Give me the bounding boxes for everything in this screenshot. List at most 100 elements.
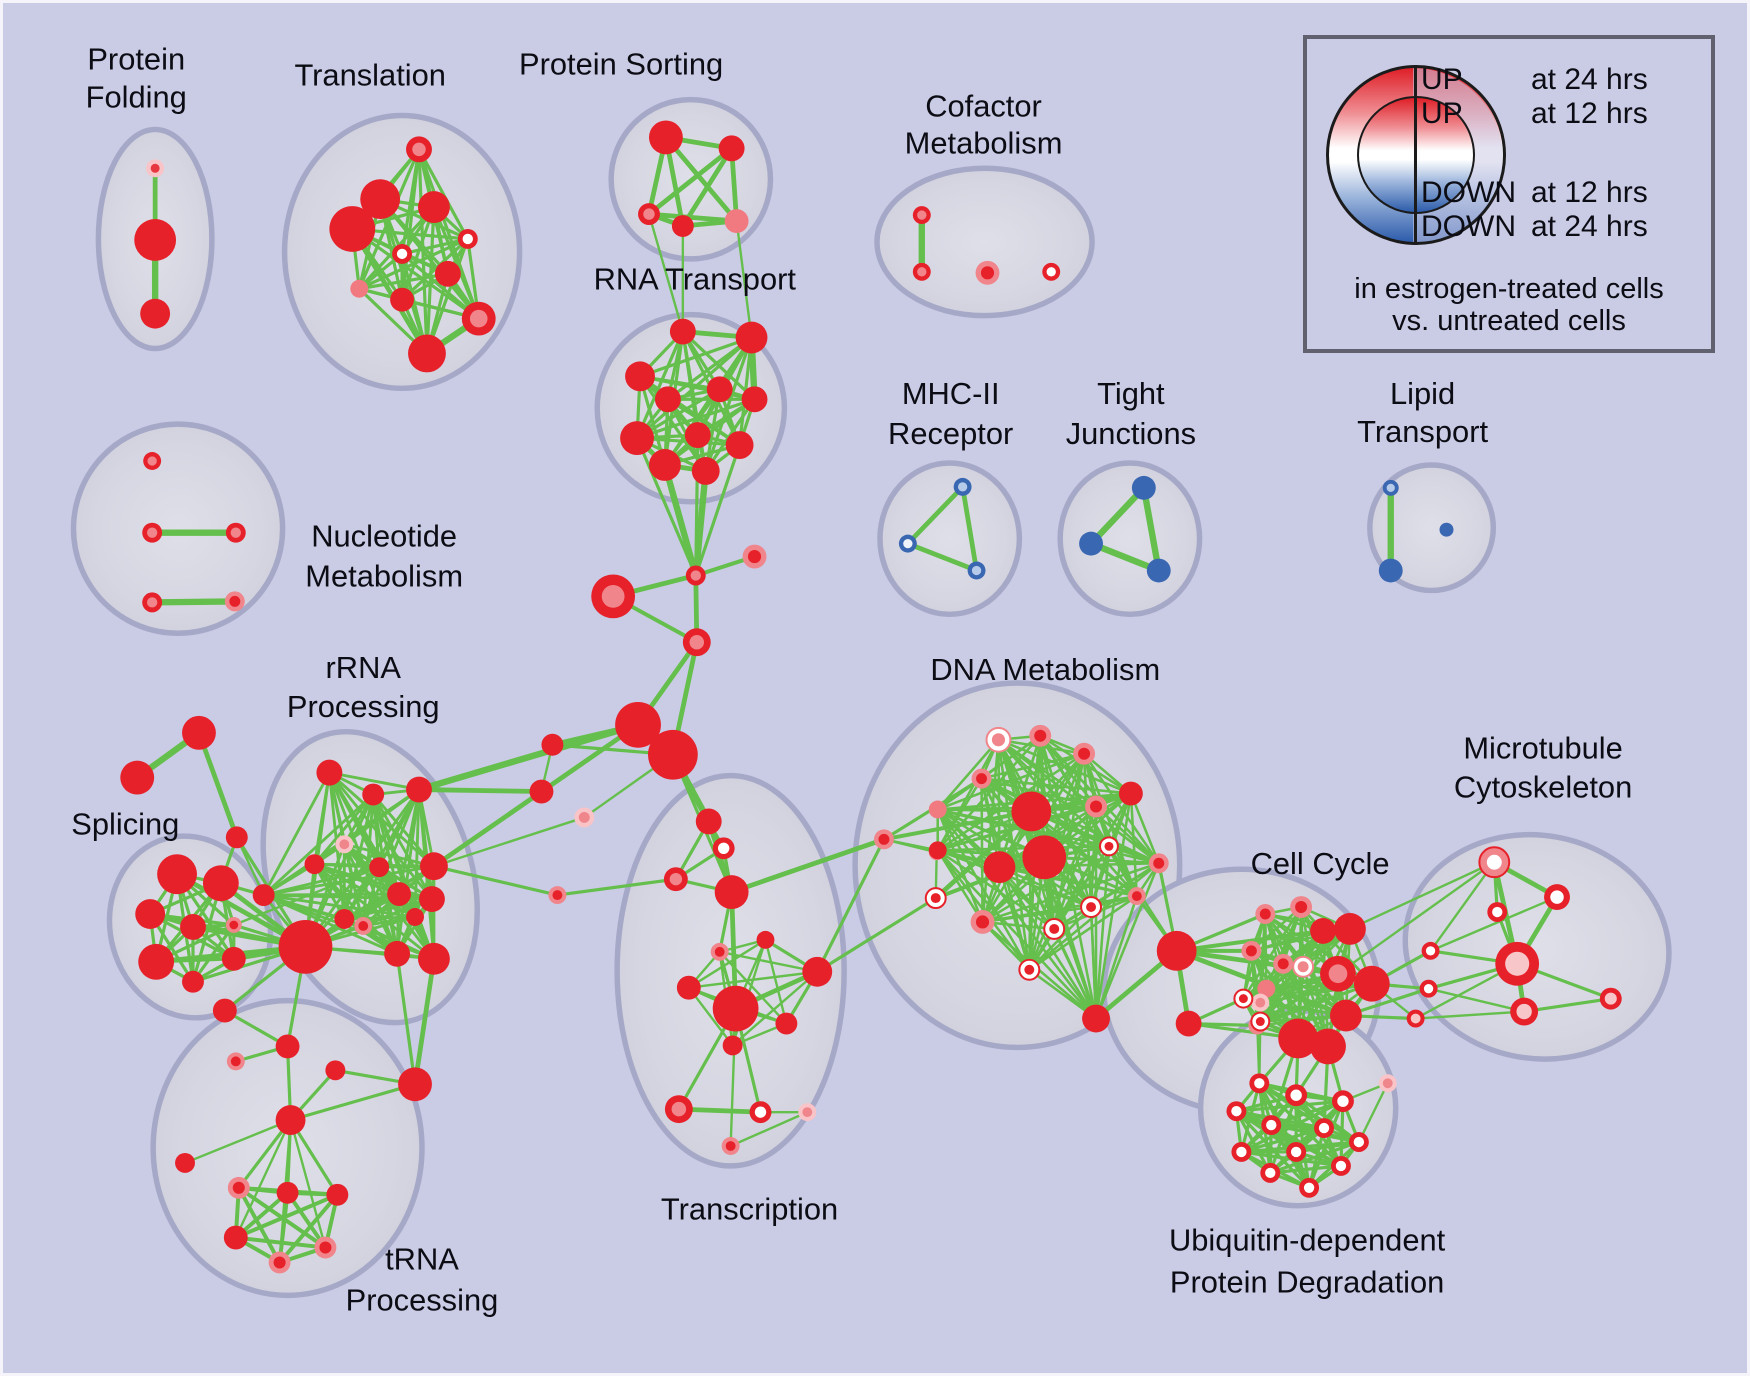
edge [1234,1099,1345,1113]
edge [1030,810,1139,898]
edge [400,237,470,302]
legend-direction-label: DOWN [1421,210,1516,243]
node-core [690,570,701,581]
node-red [1333,913,1366,945]
node-red [202,865,239,902]
edge [936,849,1098,1020]
edge [342,897,434,921]
node-blue [1439,522,1454,537]
node-core [339,839,350,850]
node-core [1131,891,1142,902]
edge [395,952,417,1086]
node-core [1245,945,1257,957]
node-core [1382,1078,1393,1089]
node-core [1255,1017,1265,1027]
edge [1094,861,1161,1020]
node-red [648,120,683,155]
node-core [930,893,941,904]
node-core [747,550,762,564]
node-core [552,890,563,901]
cluster-label-ubiquitin-degradation: Ubiquitin-dependent [1169,1223,1446,1258]
legend-time-label: at 24 hrs [1531,63,1648,96]
cluster-label-rrna-processing: rRNA [326,650,402,685]
edge [350,227,429,356]
node-red [326,1183,349,1206]
edge [687,970,819,989]
node-red [615,701,661,748]
edge [980,752,1086,780]
cluster-label-transcription: Transcription [661,1192,838,1227]
node-red [676,975,701,1000]
edge [687,938,767,989]
edge [285,1190,328,1250]
node-red [684,422,711,449]
node-red [983,851,1016,884]
edge [262,771,331,897]
node-core [147,456,157,466]
edge [729,836,887,895]
node-red [276,1181,299,1204]
edge [400,147,421,302]
node-red [212,998,237,1023]
node-core [1049,923,1060,934]
cluster-label-translation: Translation [294,58,446,93]
legend-note-line2: vs. untreated cells [1392,305,1626,337]
node-core [991,733,1006,747]
node-red [180,914,206,940]
edge [1129,792,1161,865]
node-blue [1378,558,1403,583]
node-pink [350,279,369,298]
legend-time-label: at 12 hrs [1531,97,1648,130]
node-red [620,421,654,456]
legend-direction-label: DOWN [1421,176,1516,209]
edge [1250,905,1303,953]
edge [191,923,236,984]
node-core [957,482,968,492]
node-red [140,298,171,329]
node-core [1486,854,1502,870]
edge [400,237,470,256]
edge [1427,987,1526,1013]
node-core [1153,857,1165,869]
node-core [1303,1182,1315,1193]
node-core [1236,1146,1247,1158]
node-core [1034,729,1047,742]
edge [981,920,1056,931]
node-core [229,595,241,607]
edge [223,1008,290,1049]
node-red [120,760,155,795]
node-core [230,1056,241,1067]
node-red [406,908,424,926]
edge [417,147,470,241]
node-core [1318,1122,1330,1134]
node-red [529,779,554,804]
node-core [273,1256,286,1269]
edge [635,329,685,440]
node-red [418,942,450,975]
cluster-label-mhc-ii-receptor: MHC-II [902,376,1000,411]
node-pink [928,800,947,819]
node-red [654,386,681,413]
node-red [1175,1010,1202,1037]
node-red [390,287,415,312]
node-blue [1131,475,1156,500]
edge [371,793,434,901]
node-core [714,946,725,957]
node-core [1290,1089,1302,1101]
edge [1429,895,1559,953]
node-core [671,1101,687,1117]
node-core [917,267,927,277]
node-core [1386,483,1395,493]
legend-box [1303,35,1715,353]
cluster-label-splicing: Splicing [71,806,179,841]
edge [815,837,886,974]
edge [936,808,1098,1020]
legend-row-down-24: DOWN at 24 hrs [1421,210,1721,244]
legend-row-up-24: UP at 24 hrs [1421,63,1721,97]
edge [638,335,754,378]
edge [1052,927,1098,1020]
node-core [1423,984,1434,994]
node-red [625,361,655,392]
node-core [725,1141,736,1151]
